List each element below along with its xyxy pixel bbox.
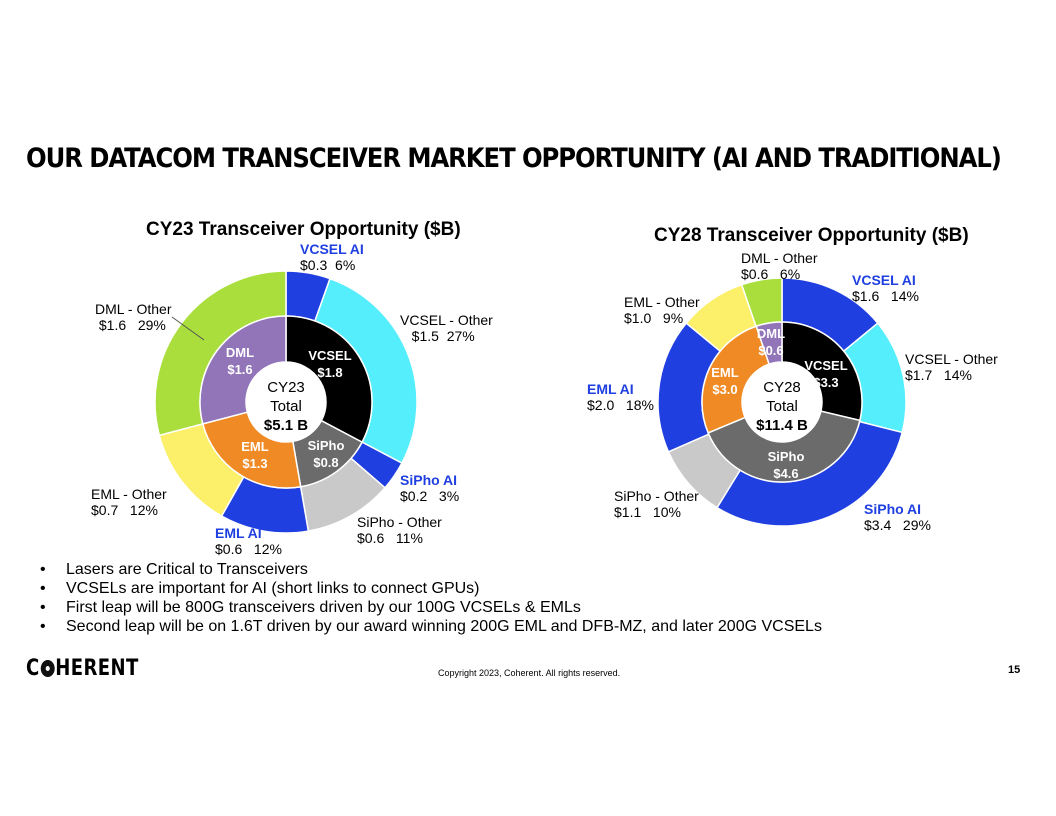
donut-cy23: VCSEL $1.8 SiPho $0.8 EML $1.3 DML $1.6 CY23 Tota… bbox=[154, 270, 418, 534]
center-label: Total bbox=[270, 398, 302, 415]
label-sipho-other-cy28: SiPho - Other $1.1 10% bbox=[614, 488, 699, 520]
label-dml-other-cy28: DML - Other $0.6 6% bbox=[741, 250, 818, 282]
donut-cy28: VCSEL $3.3 SiPho $4.6 EML $3.0 DML $0.6 CY28 Tota… bbox=[657, 277, 907, 527]
inner-label: SiPho $0.8 bbox=[308, 438, 345, 470]
donut-hole bbox=[246, 362, 326, 442]
bullet-item: Second leap will be on 1.6T driven by ou… bbox=[40, 617, 822, 636]
center-label: Total bbox=[766, 398, 798, 415]
label-vcsel-other-cy23: VCSEL - Other $1.5 27% bbox=[400, 312, 493, 344]
logo-mark-icon bbox=[40, 660, 55, 677]
label-vcsel-ai-cy28: VCSEL AI $1.6 14% bbox=[852, 272, 919, 304]
inner-label: VCSEL $3.3 bbox=[804, 358, 847, 390]
bullet-list: Lasers are Critical to Transceivers VCSE… bbox=[40, 560, 822, 636]
bullet-item: Lasers are Critical to Transceivers bbox=[40, 560, 822, 579]
label-dml-other-cy23: DML - Other $1.6 29% bbox=[95, 301, 172, 333]
inner-label: SiPho $4.6 bbox=[768, 449, 805, 481]
inner-label: EML $1.3 bbox=[241, 439, 269, 471]
label-sipho-ai-cy28: SiPho AI $3.4 29% bbox=[864, 501, 931, 533]
label-sipho-ai-cy23: SiPho AI $0.2 3% bbox=[400, 472, 460, 504]
label-eml-other-cy23: EML - Other $0.7 12% bbox=[91, 486, 167, 518]
label-eml-other-cy28: EML - Other $1.0 9% bbox=[624, 294, 700, 326]
bullet-item: First leap will be 800G transceivers dri… bbox=[40, 598, 822, 617]
center-label: $11.4 B bbox=[756, 417, 808, 434]
center-label: $5.1 B bbox=[264, 417, 308, 434]
donut-hole bbox=[742, 362, 822, 442]
chart-title-cy23: CY23 Transceiver Opportunity ($B) bbox=[146, 219, 461, 240]
coherent-logo: C HERENT bbox=[26, 656, 139, 681]
leader-line bbox=[171, 316, 205, 341]
label-eml-ai-cy28: EML AI $2.0 18% bbox=[587, 381, 654, 413]
inner-label: DML $1.6 bbox=[226, 345, 254, 377]
copyright: Copyright 2023, Coherent. All rights res… bbox=[438, 668, 621, 678]
label-sipho-other-cy23: SiPho - Other $0.6 11% bbox=[357, 514, 442, 546]
center-label: CY28 bbox=[763, 379, 801, 396]
inner-label: DML $0.6 bbox=[757, 326, 785, 358]
inner-label: VCSEL $1.8 bbox=[308, 348, 351, 380]
center-label: CY23 bbox=[267, 379, 305, 396]
label-eml-ai-cy23: EML AI $0.6 12% bbox=[215, 525, 282, 557]
bullet-item: VCSELs are important for AI (short links… bbox=[40, 579, 822, 598]
label-vcsel-ai-cy23: VCSEL AI $0.3 6% bbox=[300, 241, 364, 273]
page-number: 15 bbox=[1008, 664, 1021, 676]
page-title: OUR DATACOM TRANSCEIVER MARKET OPPORTUNI… bbox=[26, 143, 1002, 174]
label-vcsel-other-cy28: VCSEL - Other $1.7 14% bbox=[905, 351, 998, 383]
inner-label: EML $3.0 bbox=[711, 365, 739, 397]
chart-title-cy28: CY28 Transceiver Opportunity ($B) bbox=[654, 225, 969, 246]
